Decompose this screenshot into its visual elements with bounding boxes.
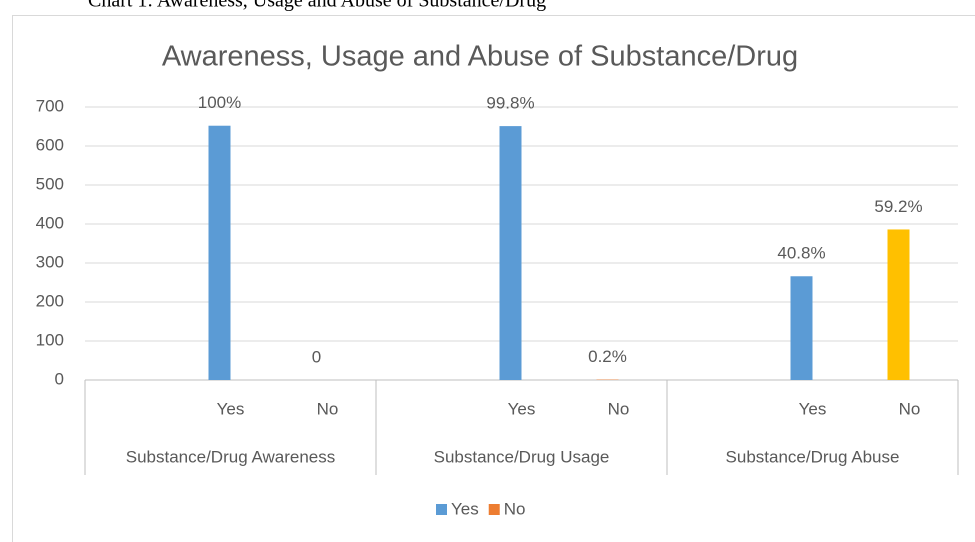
- legend-label: No: [504, 499, 526, 518]
- data-label: 0: [312, 347, 321, 366]
- group-label: Substance/Drug Usage: [434, 447, 610, 466]
- group-label: Substance/Drug Abuse: [726, 447, 900, 466]
- y-tick-label: 600: [36, 135, 64, 154]
- y-tick-label: 700: [36, 96, 64, 115]
- legend-swatch: [436, 504, 447, 515]
- legend-swatch: [488, 504, 500, 515]
- x-tick-label: Yes: [508, 399, 536, 418]
- bar: [887, 229, 910, 380]
- chart-border: [12, 15, 975, 542]
- y-tick-label: 400: [36, 213, 64, 232]
- bar: [790, 276, 813, 380]
- data-label: 100%: [198, 93, 241, 112]
- data-label: 59.2%: [874, 197, 922, 216]
- bar: [499, 126, 522, 380]
- x-tick-label: No: [899, 399, 921, 418]
- legend-label: Yes: [451, 499, 479, 518]
- y-tick-label: 0: [55, 369, 64, 388]
- x-tick-label: Yes: [217, 399, 245, 418]
- chart-title: Awareness, Usage and Abuse of Substance/…: [162, 41, 798, 73]
- y-tick-label: 200: [36, 291, 64, 310]
- y-tick-label: 500: [36, 174, 64, 193]
- group-label: Substance/Drug Awareness: [126, 447, 335, 466]
- y-tick-label: 300: [36, 252, 64, 271]
- x-tick-label: No: [317, 399, 339, 418]
- x-tick-label: No: [608, 399, 630, 418]
- y-tick-label: 100: [36, 330, 64, 349]
- data-label: 99.8%: [486, 94, 534, 113]
- x-tick-label: Yes: [799, 399, 827, 418]
- data-label: 40.8%: [777, 244, 825, 263]
- bar: [208, 125, 231, 380]
- data-label: 0.2%: [588, 347, 627, 366]
- chart-caption: Chart 1: Awareness, Usage and Abuse of S…: [88, 0, 546, 12]
